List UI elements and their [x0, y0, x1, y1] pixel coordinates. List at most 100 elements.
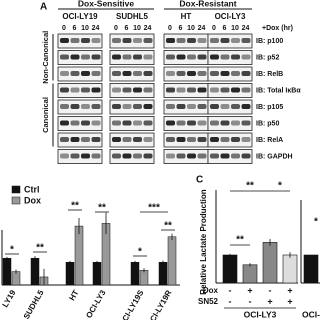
blot-band	[81, 137, 90, 142]
blot-frame	[207, 83, 253, 98]
blot-band	[210, 87, 219, 93]
panel-label: C	[196, 175, 203, 186]
blot-band	[60, 104, 69, 109]
row-sign: +	[267, 296, 272, 306]
blot-band	[112, 137, 121, 142]
bar	[158, 261, 168, 286]
blot-band	[60, 137, 69, 142]
blot-band	[241, 153, 251, 159]
bar	[2, 257, 12, 286]
blot-band	[231, 38, 240, 43]
blot-frame	[109, 33, 155, 49]
blot-band	[70, 54, 80, 60]
blot-band	[241, 71, 251, 76]
blot-band	[70, 120, 80, 126]
blot-band	[176, 153, 186, 159]
blot-frame	[57, 149, 103, 164]
blot-band	[187, 153, 196, 159]
row-label: SN52	[198, 297, 219, 306]
blot-band	[81, 87, 90, 93]
blot-band	[241, 120, 251, 126]
timepoint: 24	[92, 25, 100, 32]
blot-frame	[109, 83, 155, 98]
blot-band	[241, 137, 251, 142]
blot-band	[210, 137, 219, 142]
blot-band	[112, 120, 121, 126]
blot-frame	[109, 116, 155, 131]
blot-frame	[57, 33, 103, 49]
blot-band	[133, 54, 142, 60]
y-axis-label: Relative Lactate Production	[199, 189, 208, 294]
blot-band	[231, 137, 240, 142]
blot-frame	[57, 66, 103, 82]
significance: *	[314, 217, 318, 228]
blot-band	[112, 153, 121, 159]
blot-band	[176, 54, 186, 60]
row-sign: +	[247, 285, 252, 295]
blot-band	[60, 87, 69, 93]
blot-band	[210, 120, 219, 126]
blot-label: IB: GAPDH	[256, 153, 293, 160]
group-label: OCI-LY3	[244, 309, 277, 319]
timepoint: 6	[73, 25, 77, 32]
timepoint: 10	[133, 25, 141, 32]
blot-band	[133, 87, 142, 93]
blot-band	[81, 54, 90, 60]
blot-band	[133, 38, 142, 43]
significance: **	[36, 243, 44, 254]
blot-frame	[57, 116, 103, 131]
blot-band	[220, 153, 230, 159]
bar	[262, 242, 278, 284]
significance: *	[10, 245, 14, 256]
legend-label: Ctrl	[24, 184, 40, 194]
blot-band	[220, 71, 230, 76]
blot-band	[197, 54, 207, 60]
blot-band	[112, 104, 121, 109]
cell-line: HT	[181, 12, 192, 21]
blot-band	[197, 87, 207, 93]
bar	[130, 261, 140, 286]
blot-band	[231, 153, 240, 159]
blot-band	[122, 54, 132, 60]
x-tick-label: OCI-LY3	[84, 288, 107, 320]
timepoint: 10	[231, 25, 239, 32]
blot-band	[197, 120, 207, 126]
blot-frame	[207, 33, 253, 49]
blot-band	[187, 104, 196, 109]
blot-band	[112, 71, 121, 76]
blot-frame	[109, 99, 155, 115]
blot-band	[70, 87, 80, 93]
blot-band	[176, 38, 186, 43]
blot-band	[187, 120, 196, 126]
blot-band	[133, 120, 142, 126]
blot-band	[91, 54, 101, 60]
blot-band	[122, 87, 132, 93]
blot-band	[143, 38, 153, 43]
blot-band	[220, 137, 230, 142]
panel-label: A	[40, 2, 47, 13]
blot-band	[187, 71, 196, 76]
blot-band	[166, 54, 175, 60]
group-label: OCI-	[302, 309, 320, 319]
cell-line: OCI-LY19	[62, 12, 98, 21]
blot-band	[210, 153, 219, 159]
blot-band	[197, 38, 207, 43]
timepoint: 0	[168, 25, 172, 32]
blot-band	[231, 71, 240, 76]
blot-frame	[207, 116, 253, 131]
cell-line: OCI-LY3	[215, 12, 246, 21]
blot-band	[122, 120, 132, 126]
blot-band	[91, 153, 101, 159]
blot-frame	[207, 66, 253, 82]
bar	[222, 254, 238, 284]
blot-band	[197, 153, 207, 159]
blot-band	[81, 120, 90, 126]
blot-band	[70, 137, 80, 142]
section-label: Non-Canonical	[41, 31, 50, 84]
blot-band	[166, 38, 175, 43]
blot-band	[143, 71, 153, 76]
significance: **	[98, 203, 106, 214]
blot-band	[133, 71, 142, 76]
blot-band	[60, 153, 69, 159]
bar	[30, 257, 40, 286]
